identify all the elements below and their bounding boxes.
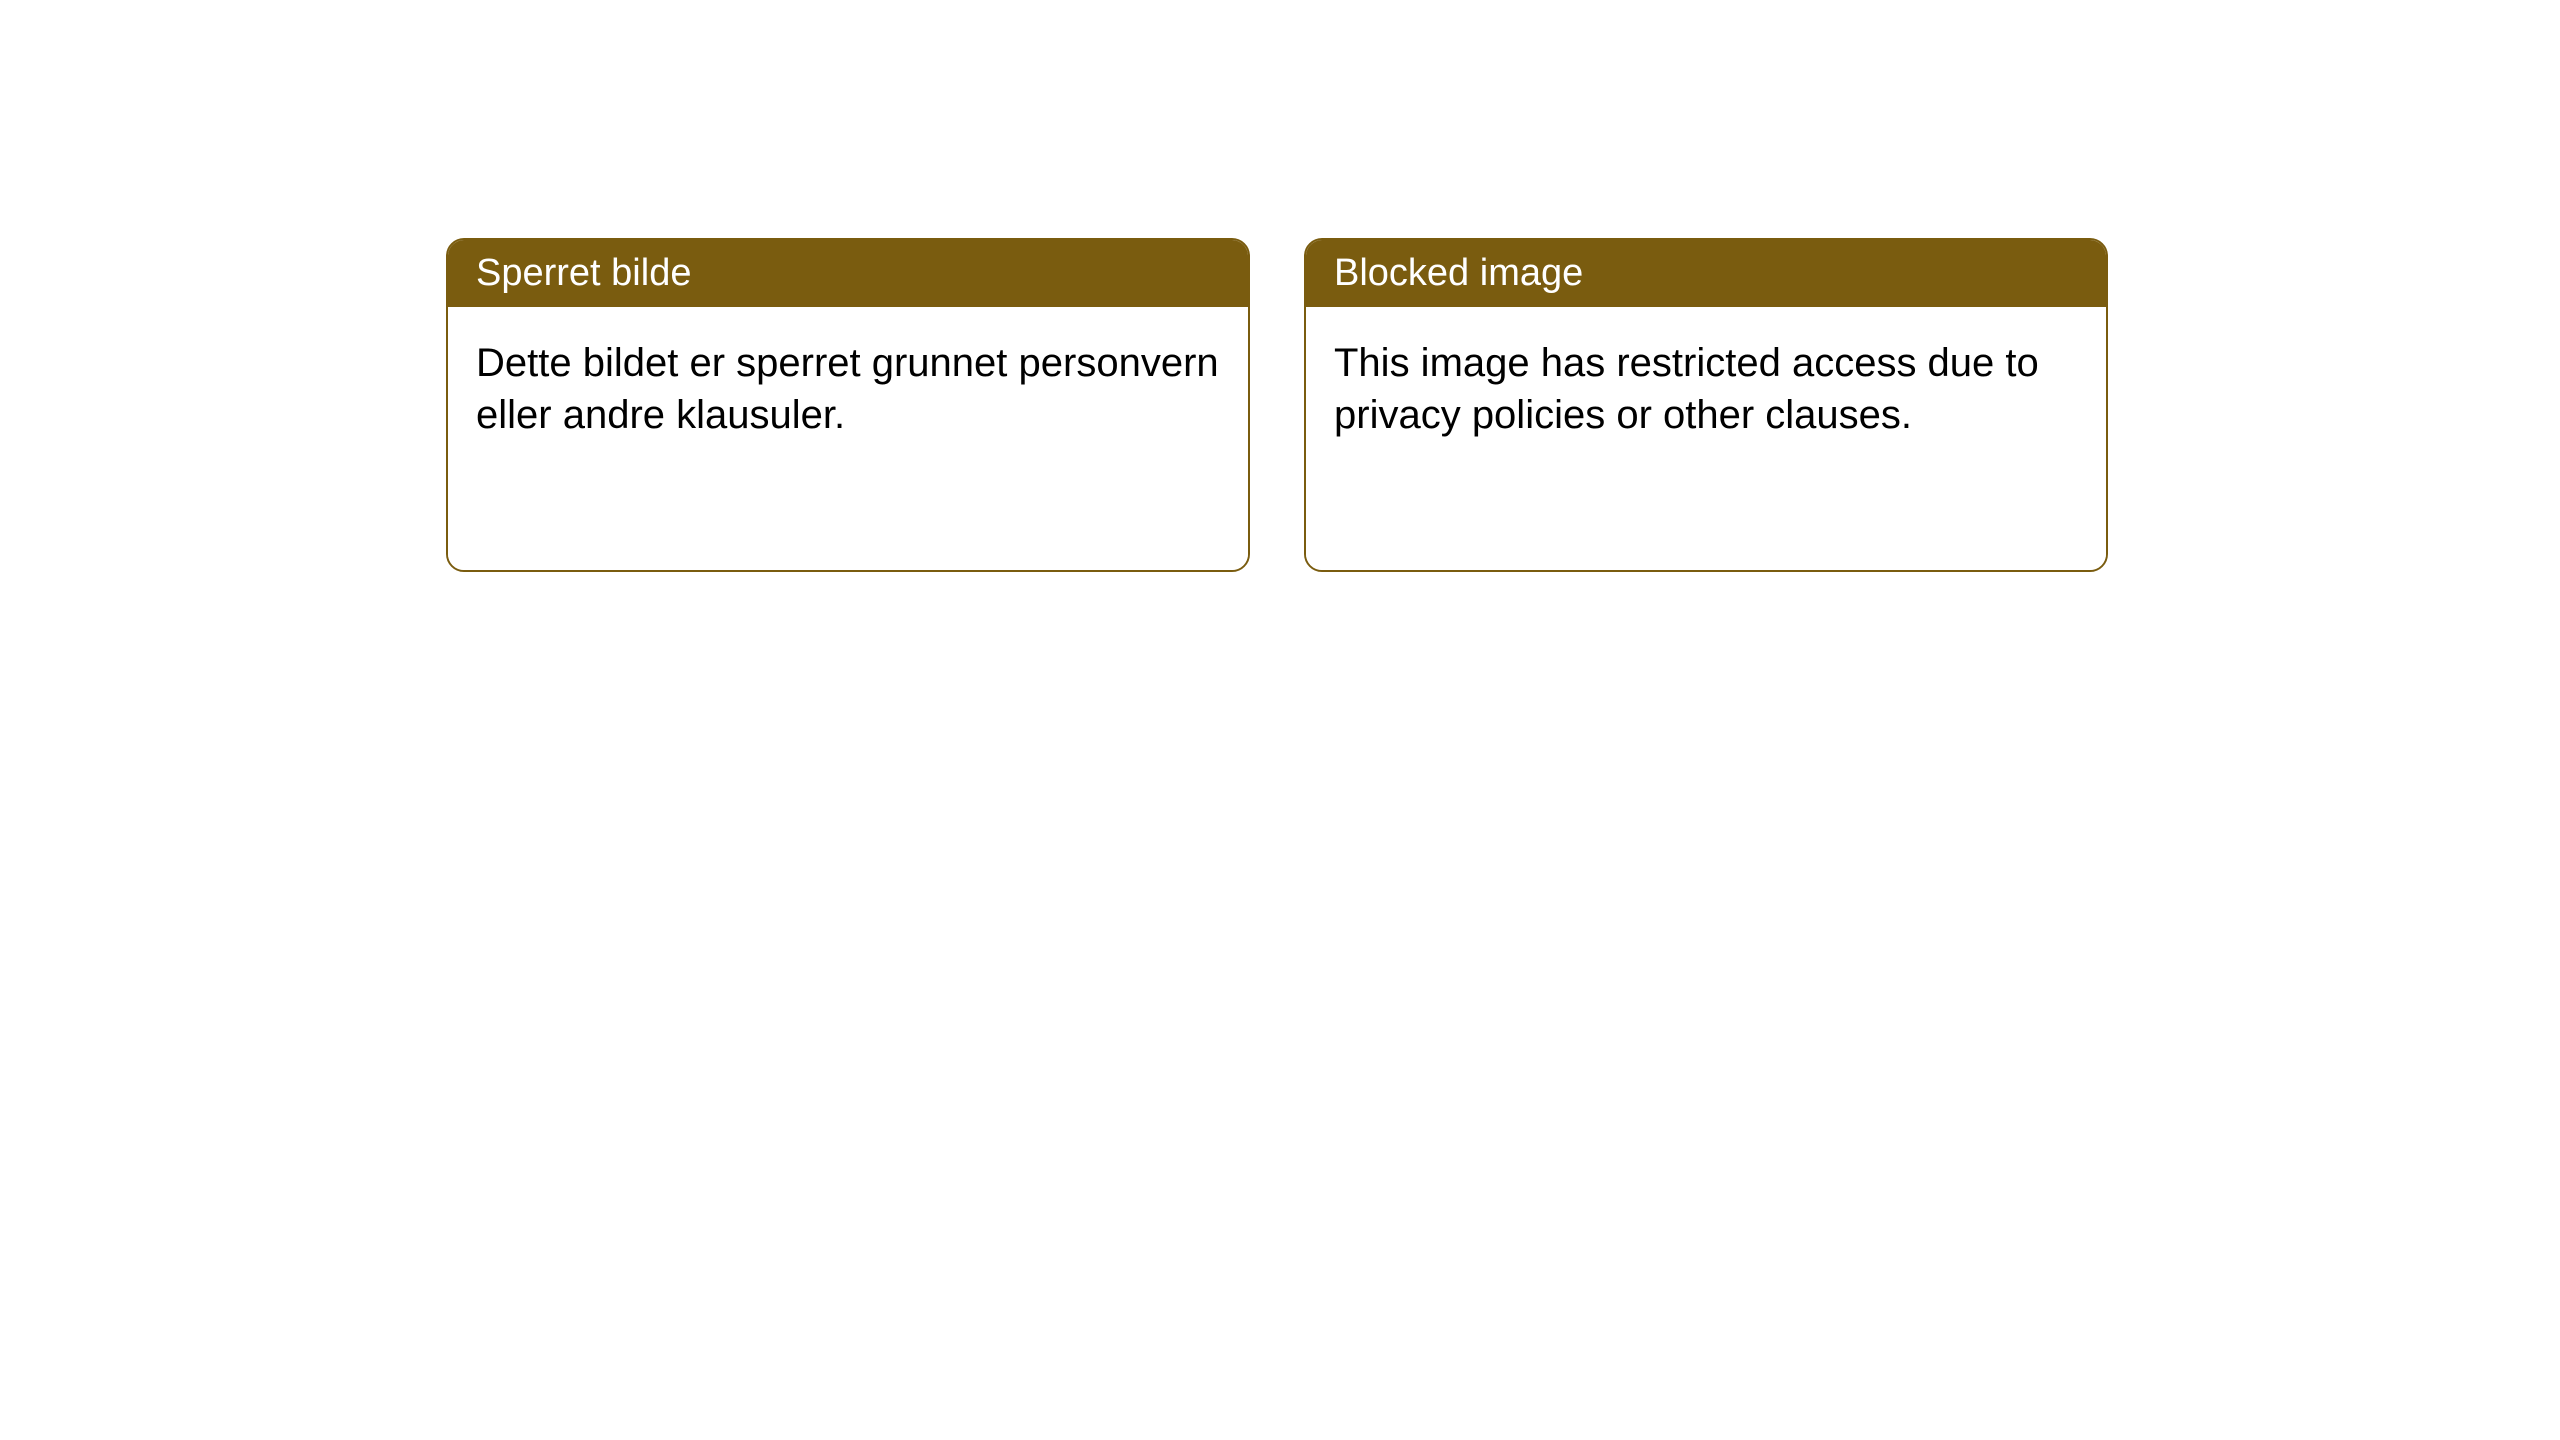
notice-title: Blocked image [1334,252,1583,294]
notice-container: Sperret bilde Dette bildet er sperret gr… [446,238,2108,572]
notice-body: This image has restricted access due to … [1306,307,2106,570]
notice-text: This image has restricted access due to … [1334,341,2039,437]
notice-title: Sperret bilde [476,252,691,294]
notice-box-norwegian: Sperret bilde Dette bildet er sperret gr… [446,238,1250,572]
notice-header: Blocked image [1306,240,2106,307]
notice-header: Sperret bilde [448,240,1248,307]
notice-body: Dette bildet er sperret grunnet personve… [448,307,1248,570]
notice-box-english: Blocked image This image has restricted … [1304,238,2108,572]
notice-text: Dette bildet er sperret grunnet personve… [476,341,1219,437]
